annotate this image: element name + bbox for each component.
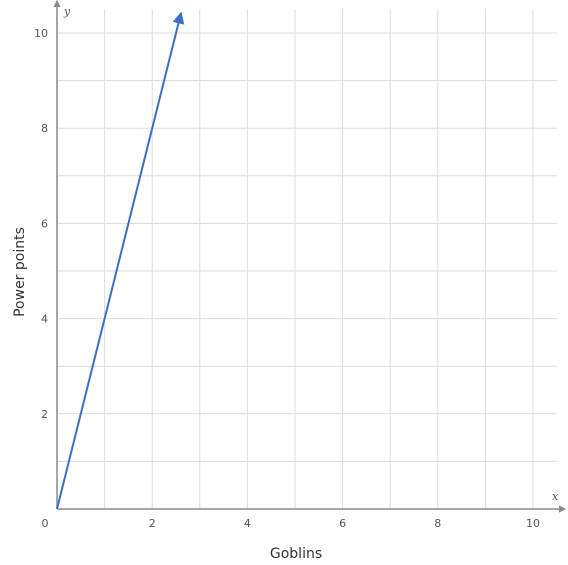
x-tick-label: 2 [149,517,156,530]
x-axis-title: Goblins [270,546,322,562]
x-tick-label: 6 [339,517,346,530]
y-tick-label: 8 [41,122,48,135]
series [56,11,185,510]
y-tick-label: 6 [41,217,48,230]
x-axis-letter: x [552,490,559,503]
x-tick-label: 0 [42,517,49,530]
y-tick-label: 4 [41,313,48,326]
tick-labels: 0 2 4 6 8 10 2 4 6 8 10 [34,27,540,530]
y-axis-letter: y [63,5,71,18]
series-line [56,11,185,510]
x-tick-label: 10 [526,517,540,530]
y-tick-label: 10 [34,27,48,40]
x-tick-label: 4 [244,517,251,530]
grid [57,9,557,509]
y-tick-label: 2 [41,408,48,421]
y-axis-title: Power points [12,227,28,317]
x-tick-label: 8 [434,517,441,530]
axes [53,0,567,513]
